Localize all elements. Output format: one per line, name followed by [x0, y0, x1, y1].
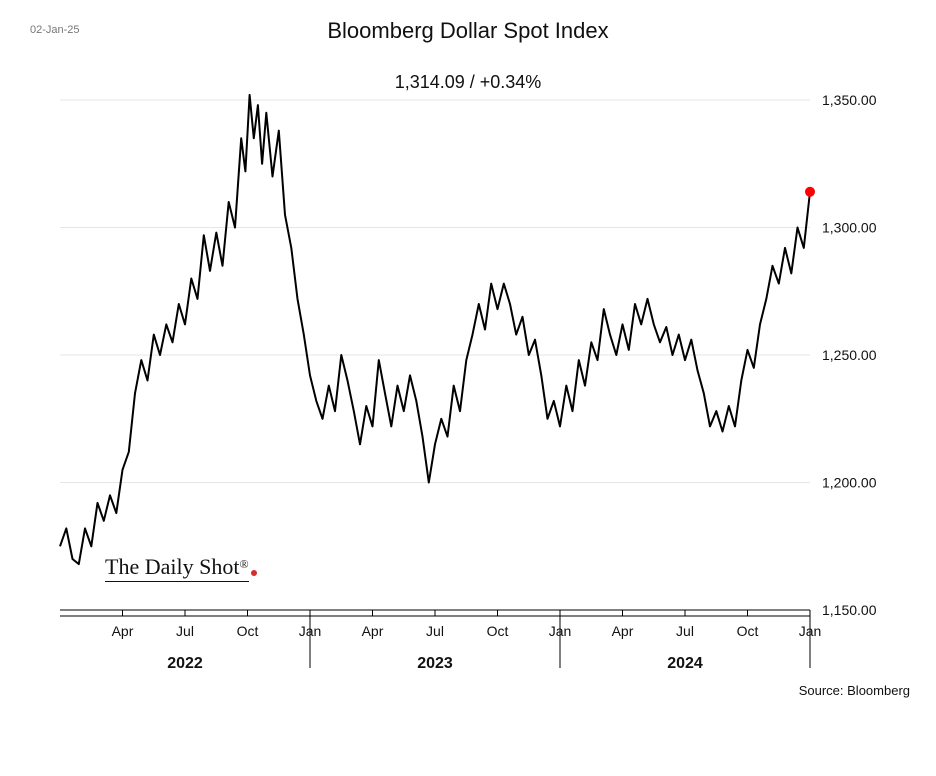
year-label: 2023: [417, 655, 453, 672]
watermark-daily-shot: The Daily Shot®: [105, 554, 257, 580]
year-label: 2024: [667, 655, 703, 672]
x-tick-label: Jul: [676, 623, 694, 639]
year-label: 2022: [167, 655, 203, 672]
x-tick-label: Oct: [737, 623, 759, 639]
y-tick-label: 1,300.00: [822, 220, 877, 236]
chart-title: Bloomberg Dollar Spot Index: [0, 18, 936, 44]
x-tick-label: Jul: [176, 623, 194, 639]
source-attribution: Source: Bloomberg: [799, 683, 910, 698]
watermark-text: The Daily Shot: [105, 554, 239, 579]
line-chart: 1,150.00 1,200.00 1,250.00 1,300.00 1,350.00…: [30, 90, 910, 730]
x-tick-label: Apr: [362, 623, 384, 639]
x-tick-label: Apr: [612, 623, 634, 639]
end-marker-icon: [805, 187, 815, 197]
x-tick-label: Apr: [112, 623, 134, 639]
y-tick-label: 1,350.00: [822, 92, 877, 108]
x-tick-label: Oct: [487, 623, 509, 639]
x-tick-label: Oct: [237, 623, 259, 639]
y-tick-label: 1,250.00: [822, 347, 877, 363]
plot-area: 1,150.00 1,200.00 1,250.00 1,300.00 1,350.00…: [30, 90, 910, 730]
chart-page: 02-Jan-25 Bloomberg Dollar Spot Index 1,…: [0, 0, 936, 776]
watermark-registered: ®: [239, 557, 248, 571]
y-tick-label: 1,200.00: [822, 475, 877, 491]
watermark-dot-icon: [251, 570, 257, 576]
y-tick-label: 1,150.00: [822, 602, 877, 618]
price-line: [60, 95, 810, 564]
x-tick-label: Jul: [426, 623, 444, 639]
